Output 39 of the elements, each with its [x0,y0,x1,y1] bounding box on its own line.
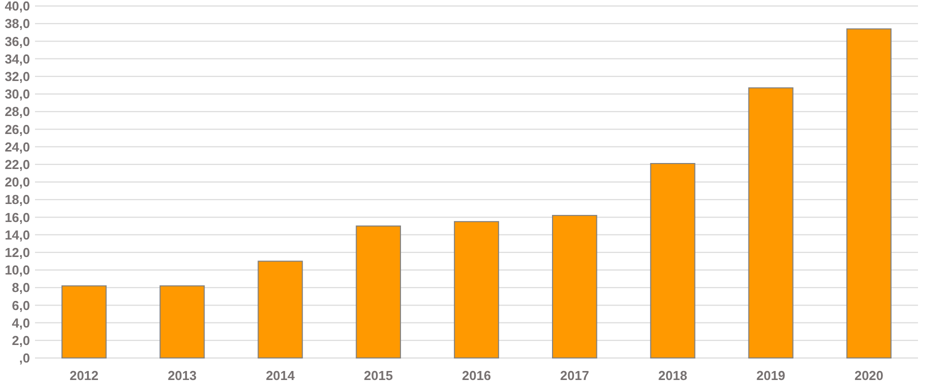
y-tick-label: ,0 [19,350,30,366]
y-tick-label: 4,0 [12,315,30,330]
x-tick-label: 2018 [658,368,688,383]
bar [552,214,598,358]
x-tick-label: 2015 [364,368,393,383]
bar [846,28,892,358]
bar [160,285,205,358]
y-tick-label: 2,0 [12,332,30,348]
y-tick-label: 22,0 [4,156,30,172]
y-tick-label: 40,0 [4,0,30,14]
y-tick-label: 30,0 [4,86,30,102]
y-tick-label: 16,0 [4,210,30,225]
bar [650,163,696,358]
x-tick-label: 2016 [462,368,491,383]
x-tick-label: 2017 [560,368,590,383]
y-tick-label: 12,0 [4,244,30,260]
y-tick-label: 38,0 [4,16,30,32]
y-tick-label: 10,0 [4,262,30,278]
y-tick-label: 20,0 [4,174,30,190]
x-tick-label: 2020 [854,368,884,383]
x-tick-label: 2013 [168,368,197,383]
bar [454,221,500,358]
y-tick-label: 36,0 [4,34,30,49]
y-tick-label: 14,0 [4,227,30,242]
y-tick-label: 6,0 [12,298,30,313]
x-tick-label: 2012 [70,368,99,383]
y-tick-label: 18,0 [4,192,30,208]
y-tick-label: 28,0 [4,104,30,120]
y-tick-label: 26,0 [4,122,30,137]
y-tick-label: 32,0 [4,68,30,84]
bar [748,87,794,358]
y-tick-label: 24,0 [4,139,30,154]
x-tick-label: 2019 [756,368,786,383]
y-tick-label: 8,0 [12,280,30,296]
bar [258,260,303,358]
bar [356,226,401,358]
y-tick-label: 34,0 [4,51,30,66]
x-tick-label: 2014 [266,368,296,383]
bar [61,285,107,358]
